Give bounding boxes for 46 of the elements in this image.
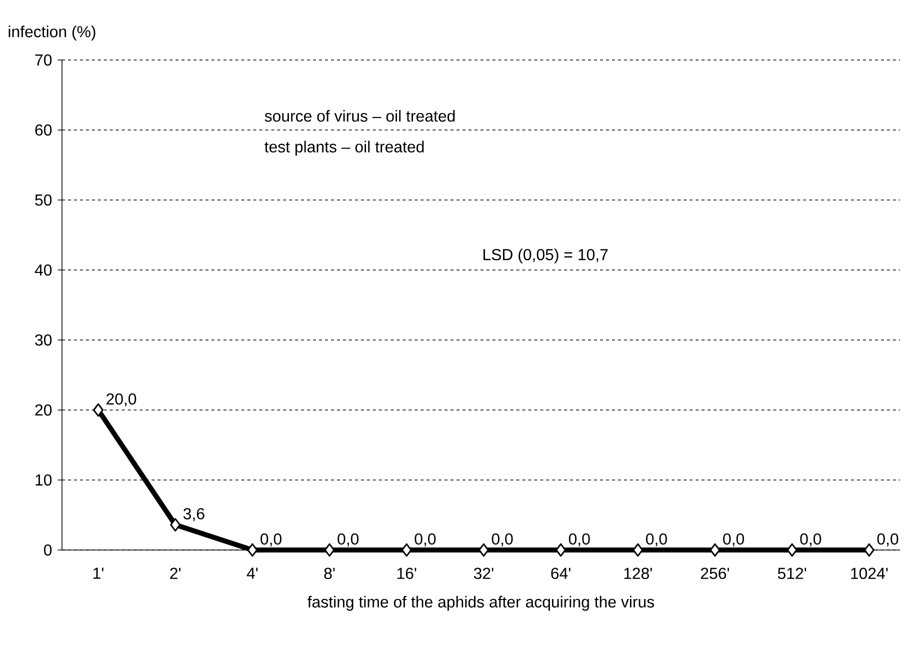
y-tick-label: 30 (35, 334, 52, 346)
annotation: source of virus – oil treated (264, 110, 455, 122)
point (632, 543, 644, 557)
y-tick-label: 60 (35, 124, 52, 136)
point (170, 518, 181, 532)
point (247, 543, 258, 557)
x-tick-label: 64' (551, 568, 570, 580)
data-label: 0,0 (800, 533, 822, 546)
x-tick-label: 1' (94, 568, 104, 579)
x-axis-title: fasting time of the aphids after acquiring the virus (308, 596, 654, 611)
x-tick-label: 32' (474, 568, 494, 580)
x-tick-label: 8' (324, 568, 335, 580)
x-tick-label: 256' (700, 568, 729, 580)
y-tick-label: 40 (34, 264, 52, 276)
data-label: 0,0 (492, 533, 513, 546)
annotation: LSD (0,05) = 10,7 (484, 248, 608, 264)
x-tick-label: 512' (778, 568, 806, 580)
y-tick-label: 0 (44, 544, 52, 556)
point (864, 543, 874, 557)
annotation: test plants – oil treated (264, 140, 424, 156)
data-label: 0,0 (723, 533, 744, 546)
point (710, 543, 720, 557)
x-tick-label: 16' (397, 568, 416, 580)
data-label: 0,0 (338, 533, 359, 546)
data-label: 0,0 (414, 533, 436, 546)
data-label: 0,0 (646, 533, 667, 546)
point (556, 543, 566, 557)
x-tick-label: 4' (246, 568, 258, 579)
y-tick-label: 20 (35, 404, 52, 416)
x-tick-label: 128' (624, 568, 652, 580)
point (401, 543, 412, 557)
data-label: 0,0 (877, 533, 898, 546)
y-tick-label: 10 (36, 474, 52, 486)
y-tick-label: 50 (35, 194, 52, 206)
data-label: 0,0 (260, 533, 282, 546)
x-tick-label: 2' (170, 568, 180, 579)
y-tick-label: 70 (35, 54, 52, 66)
data-label: 3,6 (183, 508, 204, 522)
data-label: 0,0 (568, 533, 590, 546)
data-label: 20,0 (106, 393, 136, 406)
point (786, 543, 798, 557)
point (478, 543, 489, 557)
point (324, 543, 335, 557)
y-axis-title: infection (%) (8, 26, 96, 40)
x-tick-label: 1024' (851, 568, 888, 580)
point (93, 403, 104, 417)
